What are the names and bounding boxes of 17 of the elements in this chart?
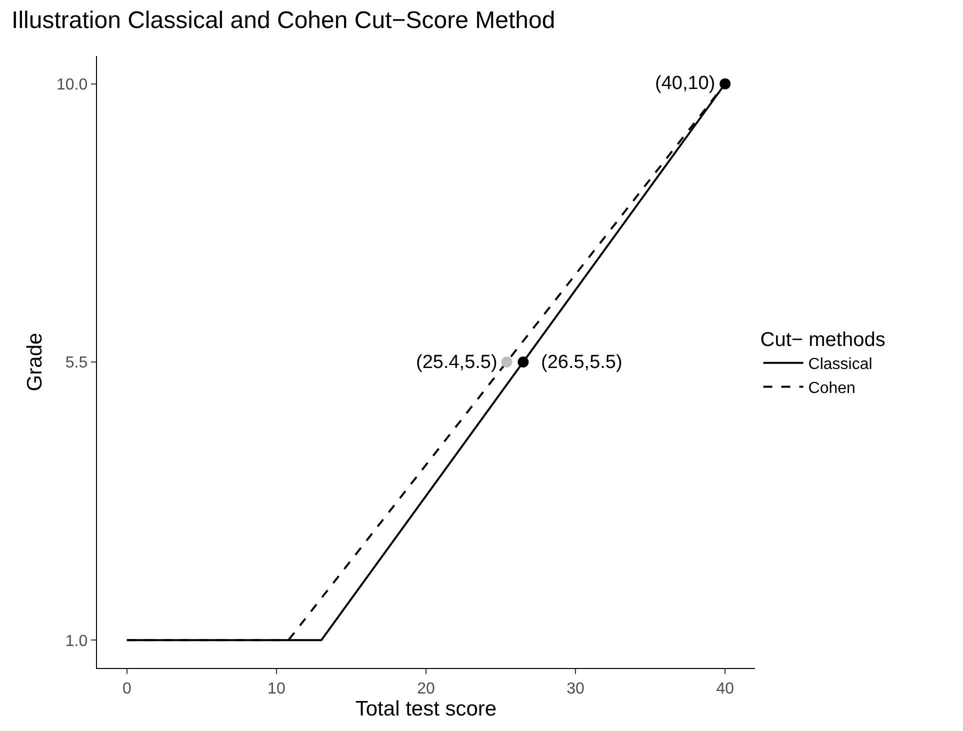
x-tick-label: 20: [417, 680, 435, 698]
x-tick-label: 40: [716, 680, 734, 698]
y-tick-label: 1.0: [65, 632, 88, 650]
annotation: (25.4,5.5): [416, 352, 498, 373]
y-tick-label: 10.0: [56, 76, 88, 94]
legend-title: Cut− methods: [760, 329, 886, 351]
x-tick-label: 30: [566, 680, 585, 698]
x-axis-title: Total test score: [355, 698, 497, 721]
y-axis-title: Grade: [24, 332, 47, 392]
y-tick-label: 5.5: [65, 354, 88, 372]
annotation: (40,10): [655, 73, 716, 94]
legend-label: Cohen: [808, 380, 856, 397]
x-tick-label: 10: [268, 680, 286, 698]
annotation: (26.5,5.5): [541, 352, 622, 373]
legend-label: Classical: [808, 356, 872, 374]
x-tick-label: 0: [122, 680, 132, 698]
chart-title: Illustration Classical and Cohen Cut−Score Method: [12, 6, 556, 34]
